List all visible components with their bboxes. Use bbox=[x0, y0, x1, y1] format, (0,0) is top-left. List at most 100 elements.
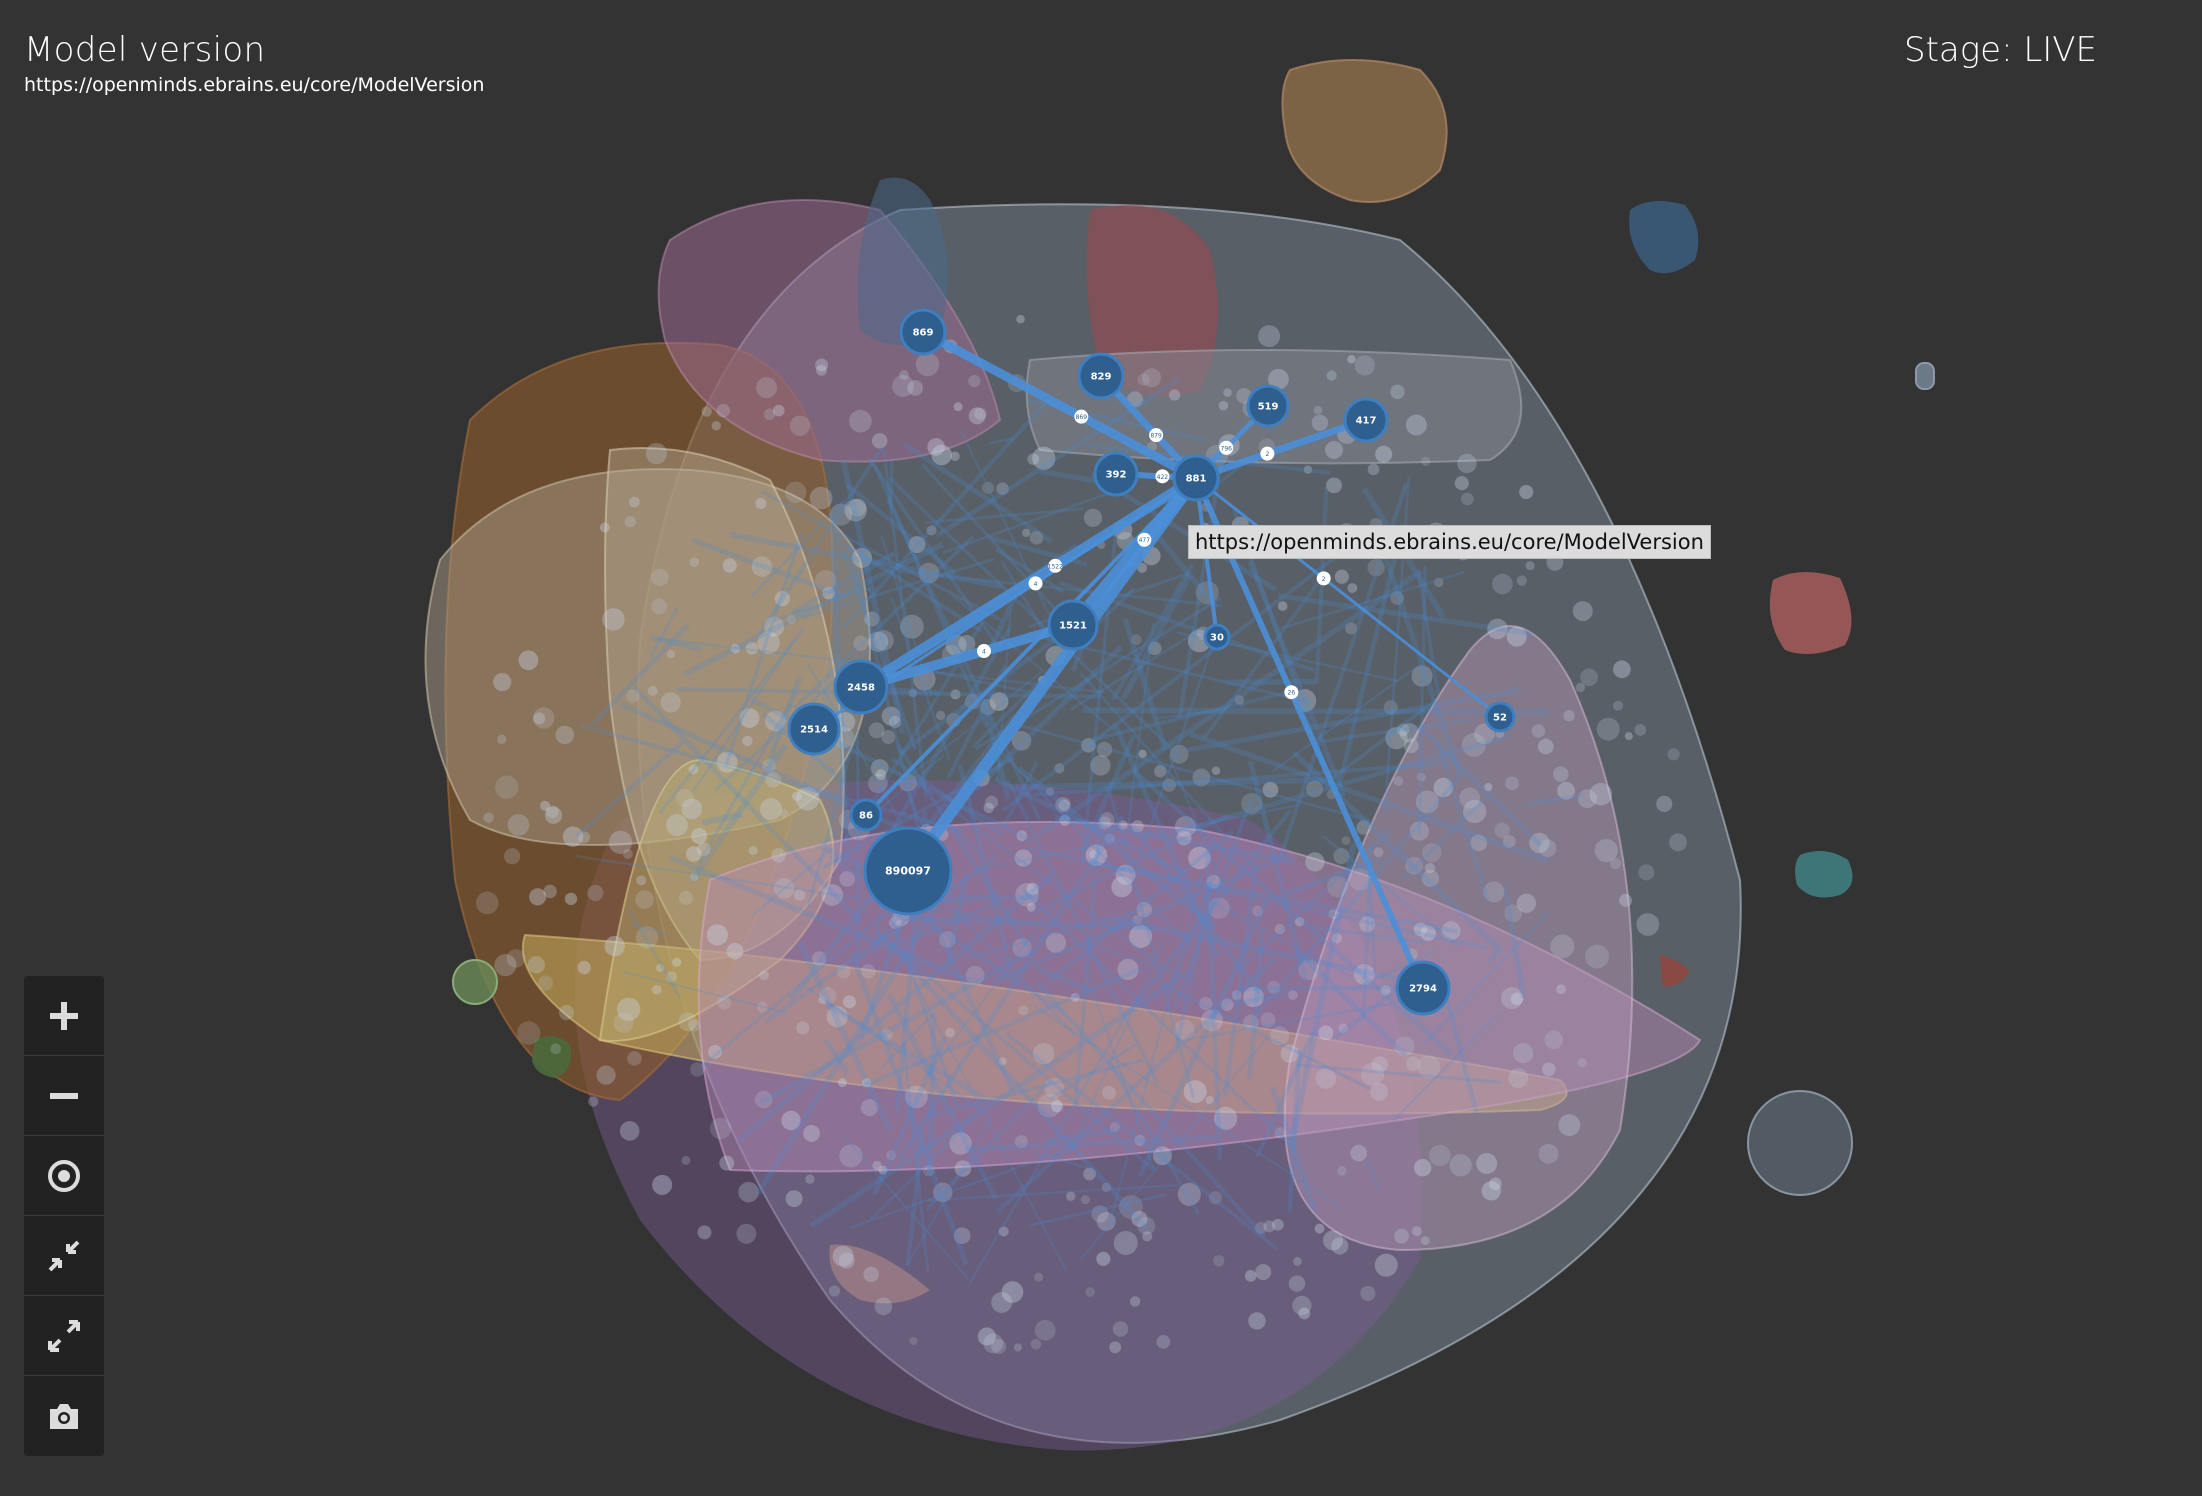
background-node bbox=[1544, 1030, 1564, 1050]
graph-node-890097[interactable]: 890097 bbox=[863, 826, 953, 916]
hull-red-top bbox=[1086, 205, 1218, 397]
background-node bbox=[1205, 1095, 1215, 1105]
background-edge bbox=[1130, 824, 1267, 1001]
graph-node-881[interactable]: 881 bbox=[1172, 454, 1220, 502]
target-icon bbox=[48, 1159, 80, 1192]
center-button[interactable] bbox=[24, 1136, 104, 1216]
background-node bbox=[652, 1174, 673, 1195]
background-node bbox=[691, 827, 708, 845]
graph-node-829[interactable]: 829 bbox=[1077, 352, 1125, 400]
background-edge bbox=[763, 854, 1000, 1025]
background-node bbox=[984, 795, 999, 809]
background-node bbox=[1541, 1062, 1556, 1077]
background-node bbox=[1457, 453, 1477, 474]
camera-icon bbox=[50, 1403, 78, 1429]
background-node bbox=[1338, 1023, 1348, 1034]
graph-node-2458[interactable]: 2458 bbox=[833, 659, 889, 715]
graph-edge[interactable] bbox=[1193, 476, 1426, 990]
background-node bbox=[923, 1164, 935, 1177]
background-node bbox=[1315, 1068, 1337, 1089]
graph-edge[interactable] bbox=[858, 473, 1199, 692]
graph-node-2514[interactable]: 2514 bbox=[787, 702, 841, 756]
graph-node-1521[interactable]: 1521 bbox=[1047, 599, 1099, 651]
background-node bbox=[977, 1327, 996, 1346]
background-node bbox=[1244, 1270, 1257, 1282]
background-edge bbox=[888, 476, 1183, 760]
background-node bbox=[1585, 944, 1609, 969]
background-node bbox=[1613, 660, 1631, 679]
background-node bbox=[1059, 814, 1071, 826]
background-edge bbox=[1189, 731, 1550, 864]
graph-node-519[interactable]: 519 bbox=[1246, 384, 1290, 428]
background-edge bbox=[1436, 742, 1491, 903]
background-node bbox=[1218, 400, 1229, 411]
background-edge bbox=[1041, 636, 1315, 706]
background-node bbox=[527, 956, 546, 974]
background-node bbox=[1248, 1312, 1266, 1330]
graph-node-2794[interactable]: 2794 bbox=[1395, 960, 1451, 1016]
background-edge bbox=[1168, 734, 1509, 837]
background-node bbox=[868, 722, 885, 739]
screenshot-button[interactable] bbox=[24, 1376, 104, 1455]
graph-node-52[interactable]: 52 bbox=[1484, 701, 1516, 733]
background-node bbox=[1333, 848, 1350, 865]
background-node bbox=[1636, 913, 1660, 936]
background-edge bbox=[803, 984, 986, 1113]
background-node bbox=[1403, 738, 1419, 754]
background-node bbox=[1012, 938, 1032, 958]
background-edge bbox=[1138, 630, 1219, 856]
background-edge bbox=[1009, 721, 1375, 824]
background-edge bbox=[1002, 534, 1365, 812]
edge-label-text: 477 bbox=[1139, 537, 1151, 544]
background-edge bbox=[905, 1129, 926, 1266]
background-node bbox=[736, 1223, 757, 1244]
edge-label-text: 2 bbox=[1265, 451, 1269, 458]
background-edge bbox=[925, 507, 1084, 524]
background-node bbox=[493, 672, 512, 692]
background-node bbox=[1337, 1166, 1347, 1176]
graph-node-label: 392 bbox=[1106, 470, 1127, 481]
background-node bbox=[771, 848, 786, 863]
background-edge bbox=[872, 462, 989, 728]
background-node bbox=[690, 873, 699, 882]
background-node bbox=[909, 1336, 918, 1346]
graph-edge[interactable] bbox=[920, 328, 1199, 482]
background-node bbox=[665, 813, 689, 837]
background-node bbox=[1563, 710, 1575, 722]
background-node bbox=[701, 406, 712, 417]
background-node bbox=[837, 1078, 847, 1088]
background-node bbox=[1263, 1220, 1276, 1233]
background-node bbox=[1421, 869, 1440, 887]
zoom-in-button[interactable] bbox=[24, 976, 104, 1056]
background-node bbox=[1045, 932, 1066, 953]
background-edge bbox=[993, 776, 1189, 878]
background-edge bbox=[1035, 966, 1095, 994]
graph-node-86[interactable]: 86 bbox=[849, 798, 883, 832]
graph-edge[interactable] bbox=[1194, 416, 1368, 482]
background-node bbox=[1572, 601, 1593, 622]
compress-button[interactable] bbox=[24, 1216, 104, 1296]
background-node bbox=[1262, 781, 1279, 798]
background-node bbox=[1461, 492, 1474, 506]
background-node bbox=[899, 614, 924, 639]
background-node bbox=[1353, 964, 1375, 985]
graph-node-417[interactable]: 417 bbox=[1343, 397, 1389, 443]
graph-edge[interactable] bbox=[1195, 476, 1501, 719]
background-node bbox=[1091, 1205, 1109, 1223]
background-edge bbox=[845, 482, 957, 576]
expand-button[interactable] bbox=[24, 1296, 104, 1376]
background-edge bbox=[1035, 1151, 1089, 1170]
background-node bbox=[1380, 985, 1391, 996]
graph-node-30[interactable]: 30 bbox=[1203, 623, 1231, 651]
background-node bbox=[759, 798, 783, 821]
zoom-out-button[interactable] bbox=[24, 1056, 104, 1136]
background-node bbox=[756, 1001, 768, 1013]
graph-nodes[interactable]: 869 829 519 417 392 881 1521 30 2458 2514 52 86 8900… bbox=[787, 308, 1516, 1016]
background-node bbox=[1324, 440, 1344, 459]
background-node bbox=[889, 916, 902, 929]
background-node bbox=[1350, 1144, 1368, 1162]
background-node bbox=[1014, 1135, 1028, 1149]
graph-node-869[interactable]: 869 bbox=[899, 308, 947, 356]
graph-node-392[interactable]: 392 bbox=[1093, 451, 1139, 497]
